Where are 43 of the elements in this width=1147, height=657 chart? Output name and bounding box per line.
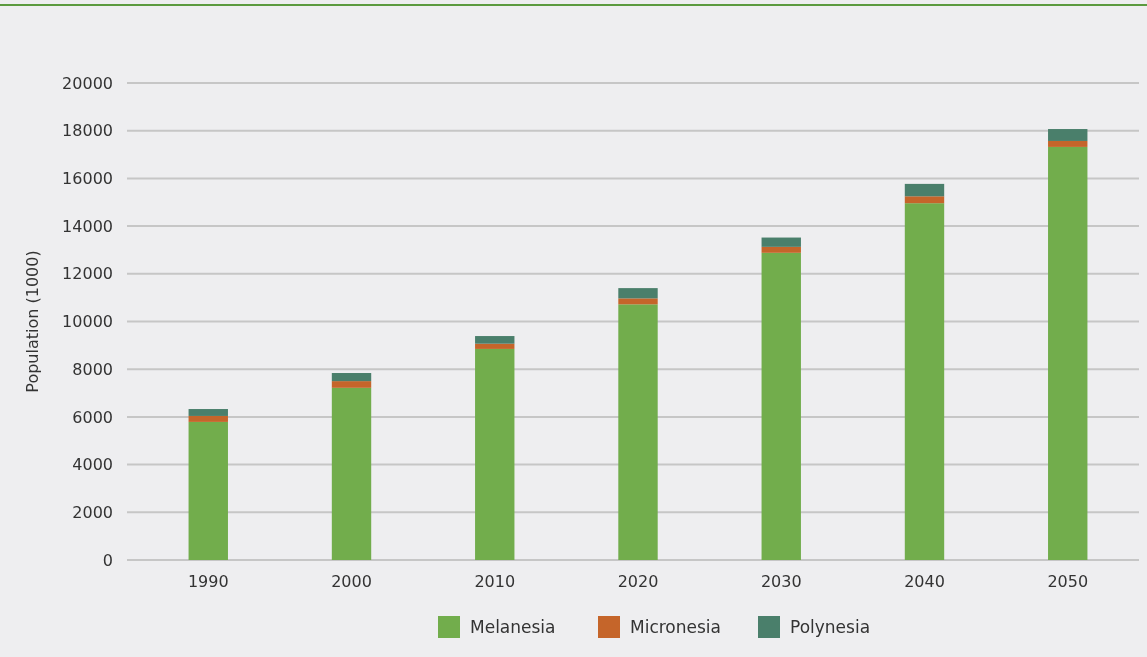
- y-tick-label: 0: [102, 550, 113, 570]
- bar: [761, 252, 801, 560]
- y-tick-label: 14000: [62, 216, 113, 236]
- bar: [188, 421, 228, 560]
- bar: [1048, 129, 1088, 141]
- bar: [188, 409, 228, 416]
- y-tick-label: 8000: [72, 359, 113, 379]
- y-tick-label: 12000: [62, 264, 113, 284]
- bar: [475, 343, 515, 349]
- bar: [331, 381, 372, 388]
- bar: [761, 246, 801, 253]
- x-tick-label: 2050: [1047, 572, 1089, 591]
- x-tick-label: 2030: [760, 572, 802, 591]
- y-tick-label: 10000: [62, 312, 113, 332]
- bar: [1048, 146, 1088, 560]
- y-tick-label: 18000: [62, 121, 113, 141]
- legend-label: Micronesia: [630, 616, 721, 637]
- x-tick-label: 2040: [904, 572, 945, 591]
- x-tick-label: 2010: [474, 572, 516, 591]
- bar: [475, 336, 515, 344]
- y-tick-label: 6000: [72, 407, 113, 427]
- bar: [618, 298, 658, 305]
- y-tick-label: 4000: [72, 455, 113, 475]
- x-tick-label: 2000: [331, 572, 372, 591]
- y-tick-label: 16000: [62, 169, 113, 188]
- bar: [188, 415, 228, 422]
- x-tick-label: 1990: [187, 572, 229, 591]
- bar: [904, 183, 945, 197]
- bar: [475, 348, 515, 560]
- bar: [761, 237, 801, 247]
- legend-label: Melanesia: [470, 616, 556, 637]
- y-tick-label: 20000: [62, 73, 113, 93]
- bar: [331, 387, 372, 560]
- bar: [618, 288, 658, 299]
- bar: [618, 304, 658, 560]
- bar: [331, 373, 372, 382]
- bar: [904, 203, 945, 560]
- x-tick-label: 2020: [617, 572, 659, 591]
- legend-label: Polynesia: [790, 616, 871, 637]
- y-tick-label: 2000: [72, 502, 113, 522]
- bar: [904, 196, 945, 204]
- bar: [1048, 140, 1088, 147]
- y-axis-title: Population (1000): [23, 250, 42, 393]
